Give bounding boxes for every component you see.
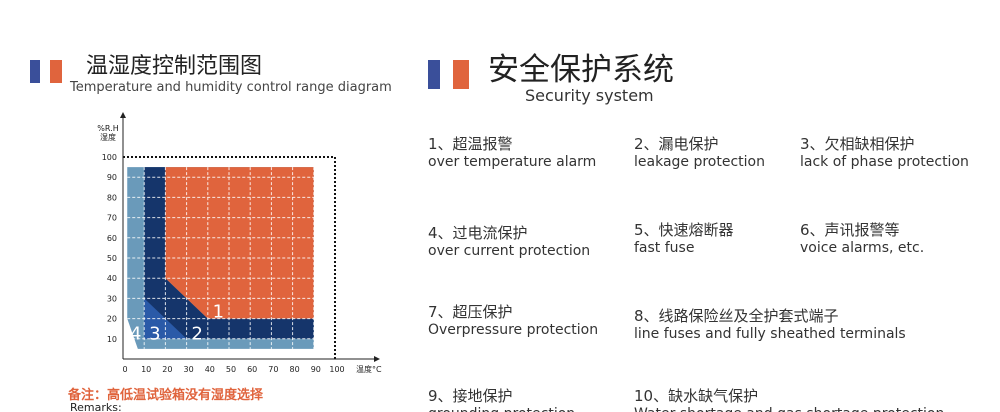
- y-tick-label: 20: [107, 315, 117, 324]
- protection-item-en: voice alarms, etc.: [800, 240, 925, 256]
- x-tick-label: 40: [205, 365, 215, 374]
- blue-bar-icon: [428, 60, 440, 89]
- x-tick-label: 80: [290, 365, 300, 374]
- y-tick-label: 50: [107, 254, 117, 263]
- y-tick-label: 40: [107, 274, 117, 283]
- x-tick-label: 60: [247, 365, 257, 374]
- y-axis-arrow-icon: [120, 112, 126, 118]
- right-title-en: Security system: [525, 86, 654, 105]
- y-tick-label: 100: [102, 153, 117, 162]
- blue-bar-icon: [30, 60, 40, 83]
- region-3: [144, 298, 187, 339]
- x-tick-label: 70: [268, 365, 278, 374]
- x-tick-label: 90: [311, 365, 321, 374]
- remarks-label: Remarks:: [70, 401, 122, 412]
- right-title-zh: 安全保护系统: [488, 52, 674, 88]
- region-label-1: 1: [213, 302, 224, 323]
- orange-bar-icon: [50, 60, 62, 83]
- y-axis-label: %R.H: [97, 124, 118, 133]
- left-title-zh: 温湿度控制范围图: [86, 54, 263, 79]
- y-tick-label: 90: [107, 173, 117, 182]
- x-tick-label: 10: [141, 365, 151, 374]
- x-tick-label: 50: [226, 365, 236, 374]
- region-1: [165, 167, 314, 319]
- protection-item-zh: 3、欠相缺相保护: [800, 135, 915, 153]
- x-tick-label: 0: [122, 365, 127, 374]
- y-tick-label: 70: [107, 214, 117, 223]
- limit-line: [123, 156, 336, 359]
- protection-item-en: Overpressure protection: [428, 322, 599, 338]
- left-title-en: Temperature and humidity control range d…: [70, 80, 392, 95]
- orange-bar-icon: [453, 60, 469, 89]
- protection-item-zh: 8、线路保险丝及全护套式端子: [634, 307, 839, 325]
- note-text: 备注：高低温试验箱没有湿度选择: [68, 388, 264, 403]
- protection-item-zh: 5、快速熔断器: [634, 221, 734, 239]
- protection-item-zh: 9、接地保护: [428, 387, 513, 405]
- y-tick-label: 80: [107, 193, 117, 202]
- protection-item-zh: 10、缺水缺气保护: [634, 387, 759, 405]
- protection-item-en: leakage protection: [634, 154, 765, 170]
- x-tick-label: 20: [162, 365, 172, 374]
- protection-item-zh: 1、超温报警: [428, 135, 513, 153]
- protection-item-zh: 6、声讯报警等: [800, 221, 900, 239]
- y-tick-label: 30: [107, 294, 117, 303]
- x-axis-label: 温度°C: [356, 364, 382, 374]
- protection-item-zh: 2、漏电保护: [634, 135, 719, 153]
- protection-item-en: over current protection: [428, 243, 591, 259]
- x-axis-arrow-icon: [374, 356, 380, 362]
- y-tick-label: 10: [107, 335, 117, 344]
- y-axis-label-zh: 湿度: [100, 132, 116, 142]
- region-label-3: 3: [149, 324, 160, 345]
- protection-item-zh: 4、过电流保护: [428, 224, 528, 242]
- protection-item-en: line fuses and fully sheathed terminals: [634, 326, 906, 342]
- protection-item-zh: 7、超压保护: [428, 303, 513, 321]
- protection-item-en: Water shortage and gas shortage protecti…: [634, 406, 944, 412]
- protection-item-en: fast fuse: [634, 240, 695, 256]
- region-label-4: 4: [130, 324, 141, 345]
- region-label-2: 2: [191, 324, 202, 345]
- y-tick-label: 60: [107, 234, 117, 243]
- x-tick-label: 30: [184, 365, 194, 374]
- protection-item-en: grounding protection: [428, 406, 575, 412]
- protection-item-en: lack of phase protection: [800, 154, 969, 170]
- protection-item-en: over temperature alarm: [428, 154, 597, 170]
- x-tick-label: 100: [329, 365, 344, 374]
